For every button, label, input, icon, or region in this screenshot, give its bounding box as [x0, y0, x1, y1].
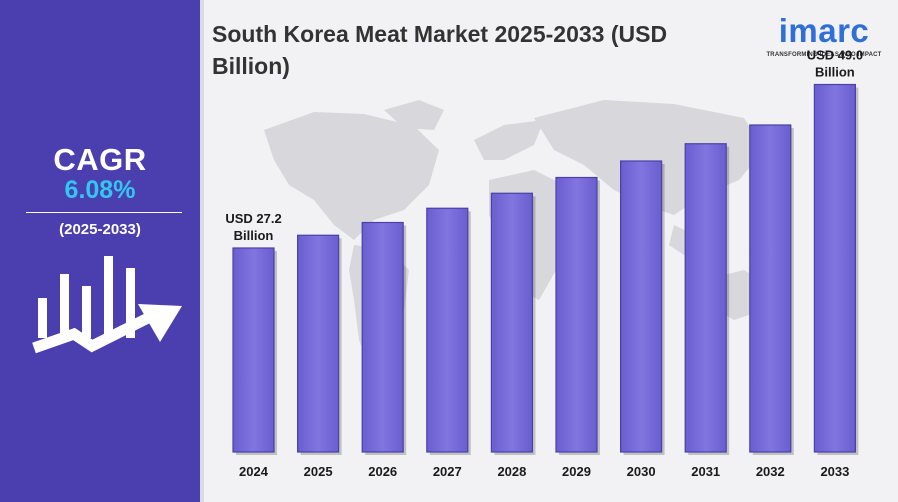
data-labels: USD 27.2 Billion USD 49.0 Billion: [225, 48, 863, 244]
x-axis-labels: 2024 2025 2026 2027 2028 2029 2030 2031 2032 2033: [239, 464, 849, 479]
chart-title: South Korea Meat Market 2025-2033 (USD B…: [212, 21, 668, 79]
bar-2026: [361, 221, 404, 453]
bars-layer: [232, 83, 859, 455]
growth-chart-icon: [32, 256, 182, 354]
x-tick-label: 2032: [756, 464, 785, 479]
logo-tagline: TRANSFORMING IDEAS INTO IMPACT: [766, 52, 882, 58]
x-tick-label: 2025: [304, 464, 333, 479]
x-tick-label: 2024: [239, 464, 269, 479]
data-label: USD 27.2: [225, 211, 281, 226]
bar-2024: [232, 247, 275, 453]
bar-2025: [296, 234, 340, 453]
bar-2033: [813, 83, 857, 453]
cagr-period: (2025-2033): [59, 221, 141, 238]
x-tick-label: 2027: [433, 464, 462, 479]
cagr-label: CAGR: [53, 142, 147, 177]
x-tick-label: 2033: [820, 464, 849, 479]
x-tick-label: 2026: [368, 464, 397, 479]
cagr-value: 6.08%: [64, 176, 136, 204]
bar-2029: [555, 176, 598, 453]
bar-2032: [749, 124, 792, 453]
sidebar-panel: [0, 0, 200, 502]
x-tick-label: 2029: [562, 464, 591, 479]
cagr-divider: [26, 212, 182, 213]
sidebar-divider: [200, 0, 204, 502]
logo-wordmark: imarc: [778, 12, 870, 49]
data-label: Billion: [815, 65, 855, 80]
bar-2030: [620, 160, 663, 453]
bar-chart: 2024 2025 2026 2027 2028 2029 2030 2031 2032 2033…: [225, 48, 863, 480]
bar-2031: [684, 143, 727, 453]
x-tick-label: 2028: [497, 464, 526, 479]
data-label: Billion: [234, 228, 274, 243]
bar-2028: [490, 192, 533, 453]
bar-2027: [426, 207, 469, 453]
imarc-logo: imarc TRANSFORMING IDEAS INTO IMPACT: [762, 8, 886, 63]
data-label: USD 49.0: [807, 48, 863, 63]
x-tick-label: 2030: [627, 464, 656, 479]
x-tick-label: 2031: [691, 464, 720, 479]
